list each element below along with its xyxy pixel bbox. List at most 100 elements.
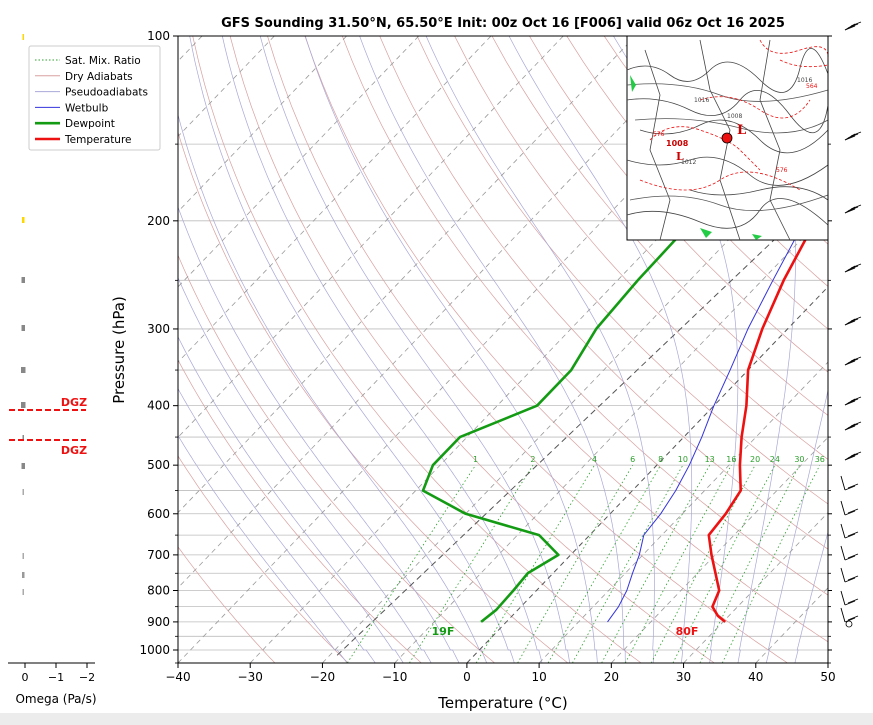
- barb-staff: [840, 523, 846, 539]
- barb-flag: [847, 318, 859, 324]
- pseudoadiabat-line: [359, 36, 626, 663]
- mixing-ratio-line: [624, 465, 732, 663]
- barb-staff: [840, 545, 846, 561]
- y-tick-label: 300: [147, 322, 170, 336]
- barb-flag: [847, 575, 859, 581]
- isotherm-line: [683, 512, 828, 663]
- isotherm-line: [178, 36, 564, 438]
- isotherm-line: [178, 36, 636, 514]
- inset-thickness-label: 576: [776, 167, 788, 174]
- wind-barb: [844, 451, 862, 461]
- legend-label: Dry Adiabats: [65, 71, 133, 83]
- isotherm-line: [394, 211, 828, 663]
- mixing-ratio-labels: 1 2 4 6 8 10 13 16 20 24 30 36: [473, 455, 825, 464]
- omega-bar: [22, 435, 24, 441]
- dry-adiabat-line: [178, 131, 569, 663]
- pseudoadiabat-line: [259, 36, 571, 663]
- barb-flag: [844, 455, 856, 461]
- barb-flag: [844, 320, 856, 326]
- mixing-ratio-label: 13: [705, 455, 715, 464]
- legend-label: Pseudoadiabats: [65, 87, 148, 99]
- inset-isobar-label: 1016: [797, 77, 812, 84]
- barb-flag: [847, 531, 859, 537]
- barb-flag: [847, 23, 859, 29]
- wind-barb: [844, 396, 862, 406]
- pseudoadiabat-line: [425, 36, 655, 663]
- isotherm-line: [178, 36, 708, 589]
- barb-flag: [844, 533, 856, 539]
- x-tick-label: 50: [820, 670, 835, 684]
- inset-thickness-label: 576: [653, 131, 665, 138]
- barb-flag: [850, 396, 862, 402]
- barb-flag: [844, 485, 856, 491]
- barb-flag: [847, 265, 859, 271]
- pseudoadiabat-line: [178, 387, 376, 663]
- wind-barb: [840, 523, 859, 539]
- barb-flag: [850, 451, 862, 457]
- omega-axis-label: Omega (Pa/s): [15, 692, 96, 706]
- y-tick-label: 600: [147, 507, 170, 521]
- y-tick-label: 200: [147, 214, 170, 228]
- x-tick-label: −40: [165, 670, 190, 684]
- wind-barb: [844, 263, 862, 273]
- barb-flag: [847, 423, 859, 429]
- barb-staff: [840, 607, 846, 623]
- pseudoadiabat-line: [765, 388, 828, 663]
- surface-dewpoint-label: 19F: [432, 625, 455, 638]
- barb-flag: [847, 615, 859, 621]
- y-tick-label: 400: [147, 399, 170, 413]
- pseudoadiabats: [178, 36, 828, 663]
- y-axis-label: Pressure (hPa): [110, 296, 128, 404]
- x-axis-label: Temperature (°C): [437, 694, 567, 712]
- pseudoadiabat-line: [178, 434, 348, 663]
- x-tick-label: −10: [382, 670, 407, 684]
- inset-map: L L 1008 1008 1012 1016 1016 576 576 564: [626, 35, 829, 241]
- barb-flag: [844, 360, 856, 366]
- barb-flag: [844, 510, 856, 516]
- mixing-ratio-label: 36: [815, 455, 825, 464]
- omega-bar: [21, 277, 25, 283]
- wind-barb: [844, 204, 862, 214]
- pseudoadiabat-line: [737, 36, 796, 663]
- inset-isobar-label: 1008: [727, 113, 742, 120]
- y-tick-label: 500: [147, 458, 170, 472]
- dry-adiabat-line: [379, 36, 828, 550]
- pseudoadiabat-line: [508, 36, 693, 663]
- wind-barb: [840, 590, 859, 606]
- isotherm-line: [466, 286, 828, 663]
- dry-adiabat-line: [178, 254, 495, 663]
- mixing-ratio-line: [517, 464, 633, 663]
- omega-panel: 0 −1 −2 Omega (Pa/s) DGZ DGZ: [8, 34, 97, 706]
- mixing-ratio-label: 1: [473, 455, 478, 464]
- barb-flag: [847, 453, 859, 459]
- legend-label: Dewpoint: [65, 118, 115, 130]
- dgz-label-top: DGZ: [61, 396, 87, 409]
- isotherm-line: [538, 361, 828, 663]
- x-tick-label: −30: [238, 670, 263, 684]
- barb-flag: [850, 316, 862, 322]
- mixing-ratio-line: [347, 464, 476, 663]
- omega-bar: [22, 34, 24, 40]
- wind-barb: [844, 356, 862, 366]
- y-tick-label: 800: [147, 583, 170, 597]
- pseudoadiabat-line: [178, 113, 488, 663]
- omega-bar: [22, 589, 24, 595]
- barb-flag: [847, 553, 859, 559]
- x-tick-label: 40: [748, 670, 763, 684]
- wind-barb: [840, 567, 859, 583]
- barb-flag: [847, 133, 859, 139]
- wind-barbs: [827, 21, 862, 663]
- barb-flag: [847, 206, 859, 212]
- omega-tick-label: −2: [79, 671, 95, 684]
- inset-low-label: L: [737, 123, 746, 138]
- isobar-gridlines: [178, 36, 828, 663]
- mixing-ratio-line: [547, 464, 661, 663]
- dry-adiabat-line: [267, 36, 788, 663]
- omega-bar: [21, 325, 25, 331]
- inset-thickness-label: 564: [806, 83, 818, 90]
- mixing-ratio-label: 4: [592, 455, 597, 464]
- barb-flag: [850, 21, 862, 27]
- mixing-ratio-label: 16: [726, 455, 736, 464]
- parcel-path: [336, 239, 775, 656]
- barb-flag: [850, 421, 862, 427]
